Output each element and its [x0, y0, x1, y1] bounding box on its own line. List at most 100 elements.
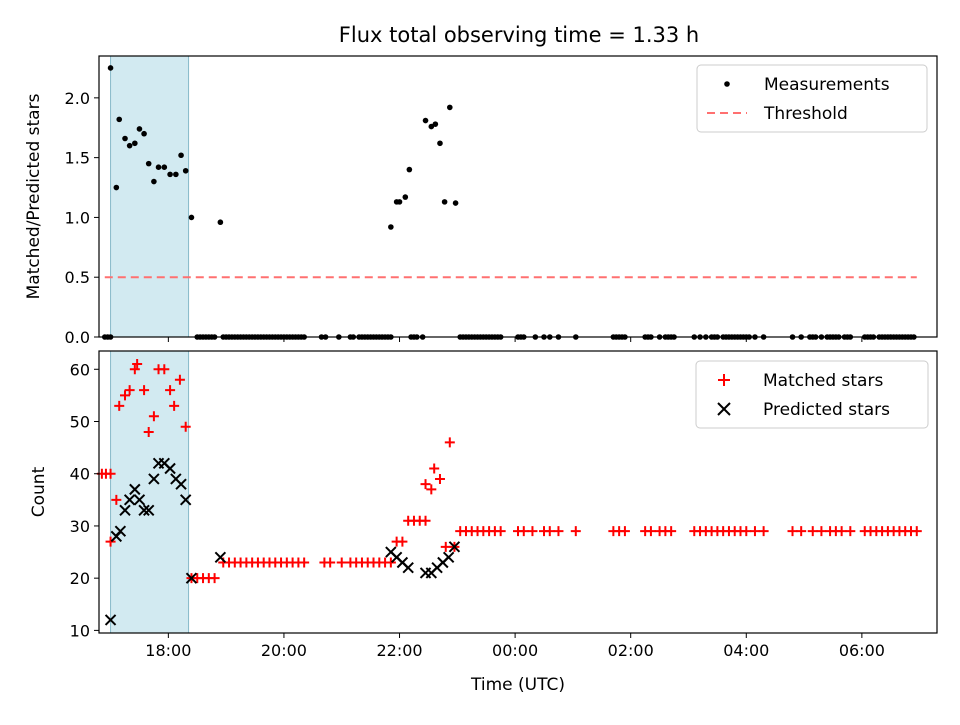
- series-measurements: [101, 65, 917, 340]
- measurement-point: [113, 184, 120, 191]
- legend-label: Matched stars: [763, 371, 883, 391]
- predicted-point: [179, 494, 192, 506]
- legend-label: Predicted stars: [763, 400, 890, 420]
- measurement-point: [145, 160, 152, 167]
- matched-point: [299, 557, 310, 568]
- chart-title: Flux total observing time = 1.33 h: [339, 23, 699, 47]
- matched-point: [397, 536, 408, 547]
- matched-point: [165, 385, 176, 396]
- count-panel: 18:00 20:00 22:00 00:00 02:00 04:00 06:00 10 20 3…: [29, 350, 938, 695]
- measurement-point: [396, 199, 403, 205]
- predicted-point: [185, 572, 198, 584]
- measurement-point: [155, 164, 162, 171]
- matched-point: [129, 364, 140, 375]
- measurement-point: [132, 140, 138, 147]
- measurement-point: [178, 152, 184, 159]
- matched-point: [429, 463, 440, 474]
- matched-point: [336, 557, 347, 568]
- matched-point: [209, 573, 220, 584]
- y-tick-label: 20: [70, 569, 90, 588]
- matched-point: [159, 364, 170, 375]
- predicted-point: [148, 473, 160, 485]
- predicted-point: [448, 541, 461, 553]
- matched-point: [666, 526, 677, 537]
- observing-span: [110, 55, 190, 338]
- measurement-point: [432, 121, 439, 127]
- predicted-point: [129, 483, 141, 496]
- legend-label: Measurements: [764, 75, 890, 95]
- measurement-point: [182, 167, 189, 174]
- measurement-point: [388, 224, 394, 230]
- predicted-point: [104, 614, 117, 626]
- legend-label: Threshold: [763, 104, 848, 124]
- predicted-point: [142, 504, 155, 516]
- predicted-point: [402, 562, 414, 574]
- measurement-point: [422, 117, 429, 124]
- matched-point: [426, 484, 437, 495]
- x-tick-label: 22:00: [376, 641, 422, 660]
- matched-point: [105, 468, 116, 479]
- matched-point: [174, 374, 185, 385]
- matched-point: [148, 411, 159, 422]
- matched-point: [749, 526, 760, 537]
- y-axis-label: Matched/Predicted stars: [24, 93, 44, 299]
- measurement-point: [126, 142, 133, 149]
- legend-predicted-swatch: [717, 402, 731, 416]
- measurement-point: [161, 164, 168, 171]
- matched-point: [420, 515, 431, 526]
- matched-point: [553, 526, 564, 537]
- axes-frame: [98, 350, 938, 634]
- y-tick-label: 30: [70, 517, 90, 536]
- legend-box: [695, 360, 929, 429]
- measurement-point: [406, 166, 413, 173]
- series-matched-stars: [96, 359, 922, 584]
- x-tick-label: 20:00: [261, 641, 307, 660]
- measurement-point: [188, 214, 195, 221]
- measurement-point: [141, 130, 147, 137]
- predicted-point: [164, 462, 176, 475]
- measurement-point: [116, 116, 123, 123]
- x-axis-label: Time (UTC): [470, 675, 565, 695]
- measurement-point: [136, 126, 143, 132]
- matched-point: [495, 526, 506, 537]
- y-tick-label: 1.5: [65, 149, 90, 168]
- predicted-point: [119, 504, 131, 516]
- matched-point: [544, 526, 555, 537]
- measurement-point: [428, 123, 435, 130]
- x-tick-label: 04:00: [723, 641, 769, 660]
- matched-point: [518, 526, 529, 537]
- matched-point: [169, 400, 180, 411]
- measurement-point: [402, 194, 409, 200]
- matched-point: [758, 526, 769, 537]
- matched-point: [836, 526, 847, 537]
- measurement-point: [437, 140, 443, 147]
- y-tick-label: 0.0: [65, 328, 90, 347]
- matched-point: [132, 359, 143, 370]
- measurement-point: [452, 200, 459, 206]
- measurement-point: [441, 199, 448, 205]
- matched-point: [325, 557, 336, 568]
- matched-point: [139, 385, 150, 396]
- predicted-point: [442, 551, 455, 563]
- y-tick-label: 1.0: [65, 208, 90, 227]
- observing-span: [110, 350, 190, 634]
- x-tick-label: 02:00: [608, 641, 654, 660]
- matched-point: [385, 557, 396, 568]
- legend-measurement-swatch: [724, 81, 730, 87]
- measurement-point: [107, 65, 114, 71]
- legend: Matched stars Predicted stars: [695, 360, 929, 429]
- y-tick-label: 0.5: [65, 268, 90, 287]
- matched-point: [444, 437, 455, 448]
- matched-point: [105, 536, 116, 547]
- legend: Measurements Threshold: [696, 64, 928, 133]
- matched-point: [787, 526, 798, 537]
- y-tick-label: 60: [70, 360, 90, 379]
- legend-box: [696, 64, 928, 133]
- measurement-point: [151, 178, 157, 185]
- predicted-point: [123, 494, 136, 506]
- predicted-point: [133, 494, 146, 506]
- matched-point: [741, 526, 752, 537]
- matched-point: [570, 526, 581, 537]
- x-tick-label: 06:00: [839, 641, 885, 660]
